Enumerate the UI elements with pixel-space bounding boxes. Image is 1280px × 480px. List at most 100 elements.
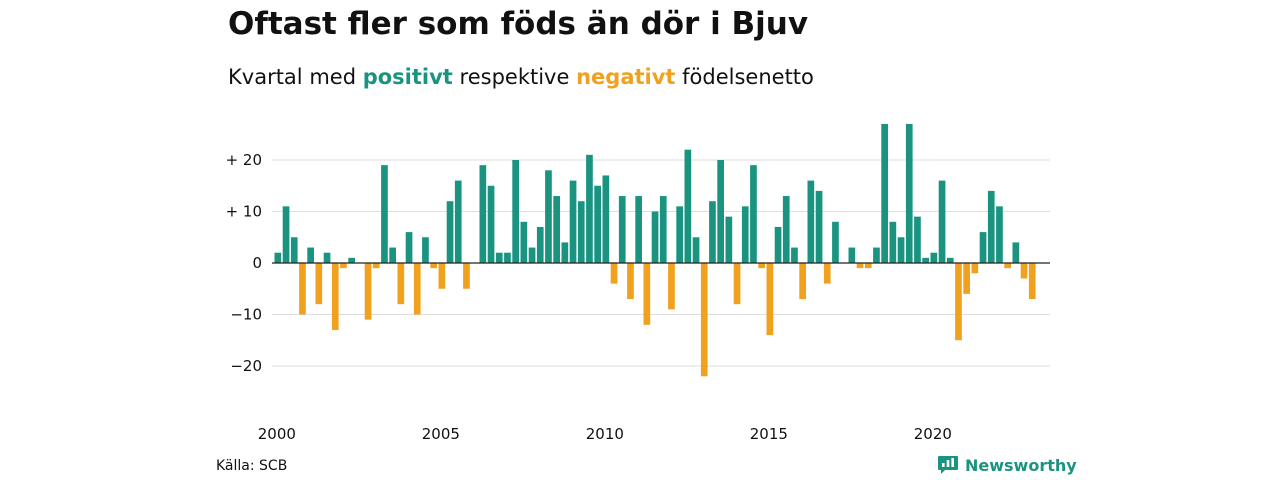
y-tick-label: + 20 [226,151,262,169]
bar [725,216,733,263]
brand-name: Newsworthy [965,455,1077,475]
bar [832,221,839,263]
bar [979,232,987,263]
bar [791,247,798,263]
bar [668,263,675,310]
chart-title: Oftast fler som föds än dör i Bjuv [228,6,809,42]
bar [955,263,962,341]
subtitle-prefix: Kvartal med [228,65,357,89]
bar [553,196,560,263]
x-tick-label: 2015 [750,425,788,443]
bar [569,180,577,263]
x-tick-label: 2000 [258,425,296,443]
bar [479,165,487,263]
bar [684,149,692,263]
bar [946,257,954,263]
bar [282,206,290,263]
bar [528,247,536,263]
bar [1028,263,1036,300]
bar [438,263,446,289]
bar [487,185,495,263]
bar [651,211,659,263]
x-tick-label: 2010 [586,425,624,443]
bar [717,160,724,263]
bar [430,263,437,269]
bar [963,263,970,294]
bar [823,263,831,284]
bar [635,196,642,263]
bar [454,180,462,263]
bar [536,226,544,263]
y-tick-label: 0 [252,254,262,272]
bar [856,263,864,269]
bar [905,123,913,263]
bar [815,190,823,263]
bar [422,237,429,263]
bar [331,263,339,330]
bar [299,263,306,315]
bar [446,201,454,263]
bar [659,196,667,263]
bar [700,263,708,377]
y-axis-ticks: + 20 + 10 0 −10 −20 [226,151,262,375]
bar [577,201,585,263]
bar [594,185,601,263]
bar [766,263,774,336]
bar [987,190,995,263]
bar [1020,263,1028,279]
y-tick-label: −10 [230,306,262,324]
bar [741,206,749,263]
subtitle-negative-word: negativt [576,65,676,89]
bar [315,263,323,305]
bars [274,123,1036,377]
bar [774,226,782,263]
bar [340,263,347,269]
bar [807,180,815,263]
bar [750,165,757,263]
bar [676,206,683,263]
x-axis-ticks: 2000 2005 2010 2015 2020 [258,425,952,443]
bar [504,252,511,263]
bar [881,123,888,263]
bar [930,252,938,263]
bar [889,221,897,263]
source-note: Källa: SCB [216,458,288,474]
newsworthy-logo-icon [938,456,958,474]
bar [864,263,872,269]
bar [274,252,282,263]
bar [643,263,651,325]
bar [1012,242,1020,263]
subtitle-suffix: födelsenetto [682,65,814,89]
bar [938,180,946,263]
subtitle-middle: respektive [459,65,570,89]
bar [405,232,413,263]
bar [389,247,396,263]
bar [733,263,741,305]
bar [463,263,470,289]
bar [996,206,1003,263]
bar [602,175,610,263]
bar [897,237,905,263]
bar [1004,263,1011,269]
bar [618,196,626,263]
bar [922,257,929,263]
bar [914,216,921,263]
bar [307,247,314,263]
subtitle-positive-word: positivt [362,65,453,89]
y-tick-label: −20 [230,357,262,375]
bar [520,221,528,263]
bar [381,165,388,263]
bar [397,263,405,305]
bar [290,237,298,263]
x-tick-label: 2020 [914,425,952,443]
bar [512,160,519,263]
bar [848,247,856,263]
brand-logo: Newsworthy [937,455,1077,475]
bar [545,170,552,263]
bar [348,257,355,263]
chart-subtitle: Kvartal med positivt respektive negativt… [228,65,814,89]
bar [610,263,618,284]
bar [873,247,880,263]
bar [364,263,372,320]
